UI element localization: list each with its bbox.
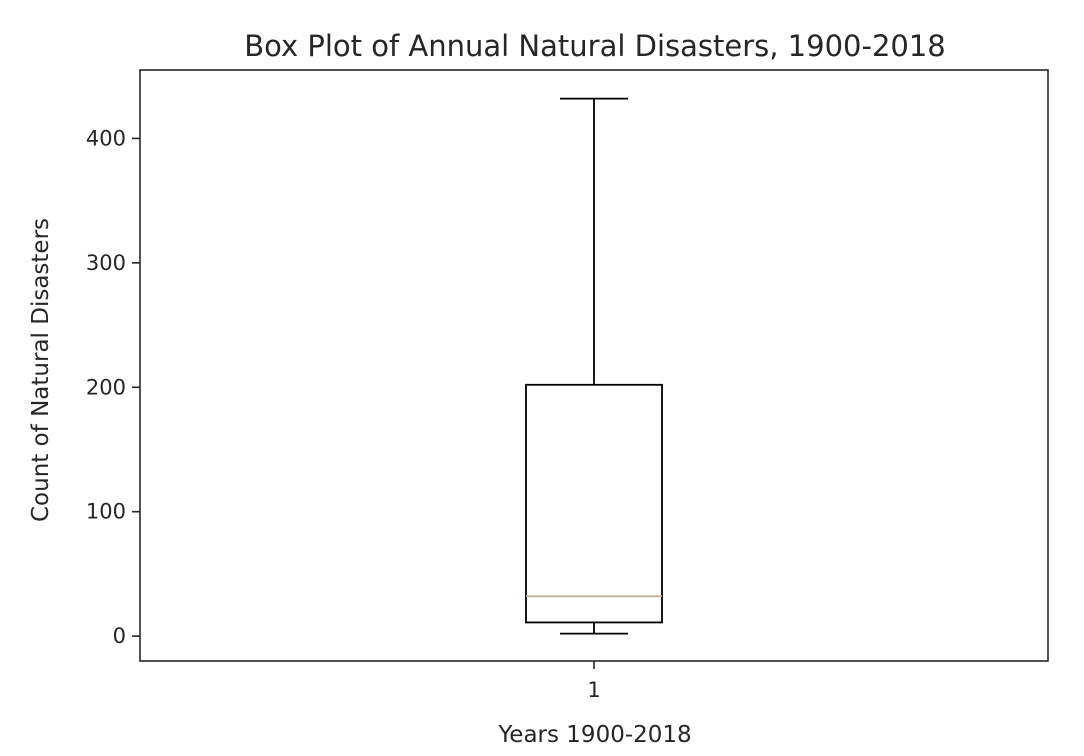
x-axis-ticks: 1 <box>587 661 601 702</box>
y-tick-label: 400 <box>86 126 126 150</box>
box-1 <box>525 97 663 635</box>
y-tick-label: 0 <box>113 624 126 648</box>
y-axis-label: Count of Natural Disasters <box>28 218 54 522</box>
chart-title: Box Plot of Annual Natural Disasters, 19… <box>244 29 946 63</box>
iqr-box <box>525 383 663 624</box>
x-axis-label: Years 1900-2018 <box>497 722 691 748</box>
y-axis-ticks: 0 100 200 300 400 <box>86 126 140 648</box>
box-series <box>525 97 663 635</box>
y-tick-label: 300 <box>86 251 126 275</box>
x-tick-label: 1 <box>587 678 600 702</box>
y-tick-label: 200 <box>86 375 126 399</box>
y-tick-label: 100 <box>86 500 126 524</box>
